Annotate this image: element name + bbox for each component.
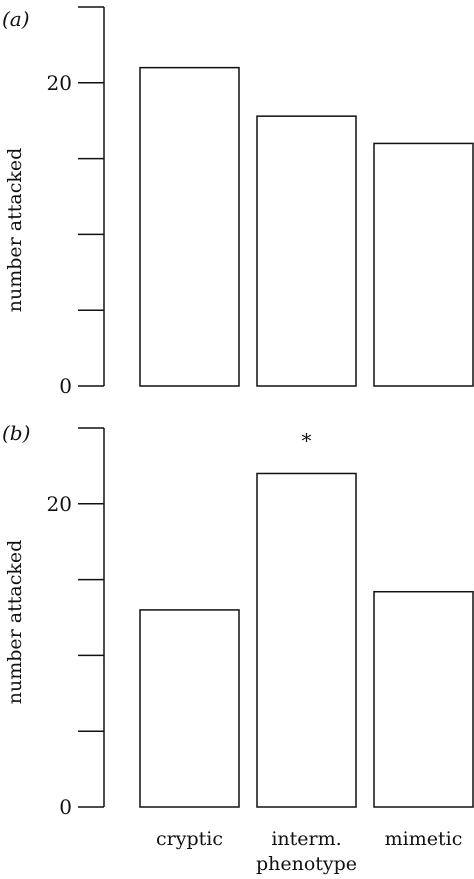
panel-label: (b) <box>2 421 30 445</box>
y-tick-label: 20 <box>47 71 72 95</box>
bar-b-2 <box>256 472 357 808</box>
bar-b-3 <box>373 590 474 808</box>
category-label: phenotype <box>256 853 357 875</box>
panel-a: (a) 0 20 number attacked <box>2 6 474 398</box>
category-label: cryptic <box>156 828 223 850</box>
bar-a-3 <box>373 142 474 387</box>
y-axis-title: number attacked <box>4 540 26 705</box>
bar-b-1 <box>139 609 240 808</box>
panel-b: (b) 0 20 number attacked * cryptic interm. phen… <box>2 421 474 875</box>
category-label: interm. <box>271 828 341 850</box>
category-label: mimetic <box>385 828 463 850</box>
significance-marker: * <box>302 428 312 452</box>
y-tick-label: 0 <box>59 795 72 819</box>
y-tick-label: 0 <box>59 374 72 398</box>
bar-a-1 <box>139 66 240 387</box>
y-tick-label: 20 <box>47 492 72 516</box>
y-axis-title: number attacked <box>4 148 26 313</box>
panel-label: (a) <box>2 7 30 31</box>
bar-a-2 <box>256 115 357 387</box>
